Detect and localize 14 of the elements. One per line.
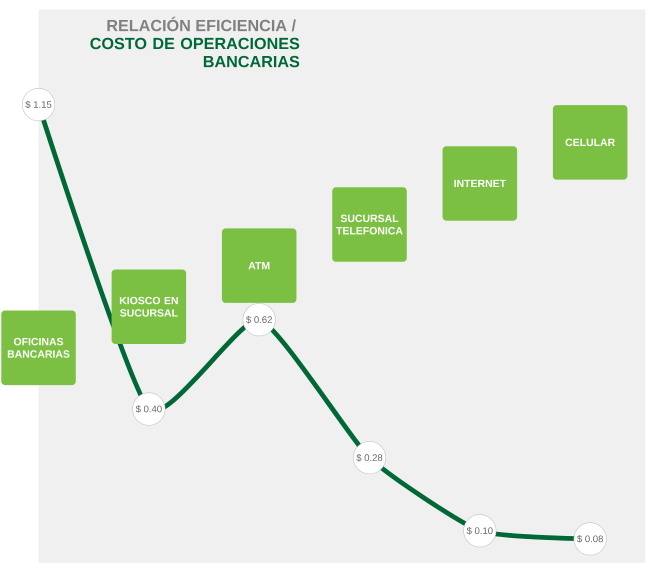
x-tick-label: SUCURSAL TELEFONICA xyxy=(336,214,403,235)
chart-subtitle: COSTO DE OPERACIONES BANCARIAS xyxy=(90,38,300,68)
x-tick-label: INTERNET xyxy=(454,180,506,188)
data-label: $ 0.08 xyxy=(577,535,603,543)
data-label: $ 0.28 xyxy=(356,454,382,462)
data-label: $ 0.62 xyxy=(246,316,272,324)
x-tick-label: ATM xyxy=(248,262,270,270)
x-tick-label: KIOSCO EN SUCURSAL xyxy=(120,297,178,317)
data-label: $ 0.10 xyxy=(466,527,493,535)
data-label: $ 1.15 xyxy=(25,100,52,109)
data-label: $ 0.40 xyxy=(136,405,162,414)
x-tick-label: CELULAR xyxy=(566,138,615,146)
x-tick-label: OFICINAS BANCARIAS xyxy=(8,338,70,358)
chart-title: RELACIÓN EFICIENCIA / xyxy=(107,16,296,32)
